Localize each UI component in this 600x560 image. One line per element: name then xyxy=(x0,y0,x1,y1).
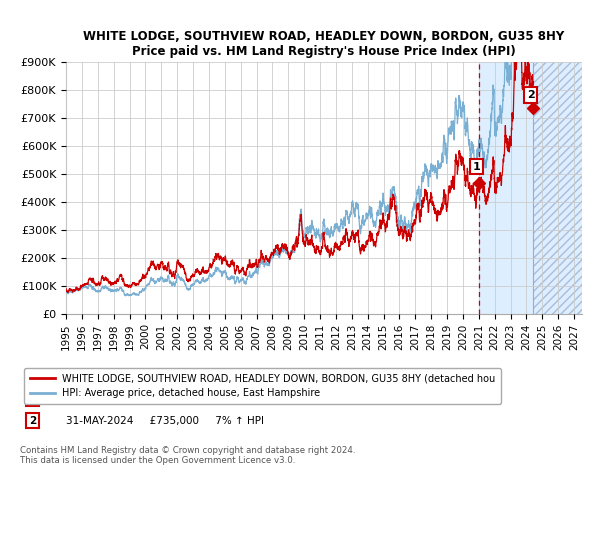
Bar xyxy=(479,62,582,314)
Text: 1: 1 xyxy=(29,393,36,403)
Text: 2: 2 xyxy=(29,416,36,426)
Text: 05-JAN-2021     £465,000     22% ↓ HPI: 05-JAN-2021 £465,000 22% ↓ HPI xyxy=(66,393,269,403)
Text: Contains HM Land Registry data © Crown copyright and database right 2024.
This d: Contains HM Land Registry data © Crown c… xyxy=(20,446,355,465)
Title: WHITE LODGE, SOUTHVIEW ROAD, HEADLEY DOWN, BORDON, GU35 8HY
Price paid vs. HM La: WHITE LODGE, SOUTHVIEW ROAD, HEADLEY DOW… xyxy=(83,30,565,58)
Bar xyxy=(533,62,582,314)
Text: 31-MAY-2024     £735,000     7% ↑ HPI: 31-MAY-2024 £735,000 7% ↑ HPI xyxy=(66,416,264,426)
Text: 2: 2 xyxy=(527,90,535,100)
Legend: WHITE LODGE, SOUTHVIEW ROAD, HEADLEY DOWN, BORDON, GU35 8HY (detached hou, HPI: : WHITE LODGE, SOUTHVIEW ROAD, HEADLEY DOW… xyxy=(25,367,502,404)
Text: 1: 1 xyxy=(473,162,481,171)
